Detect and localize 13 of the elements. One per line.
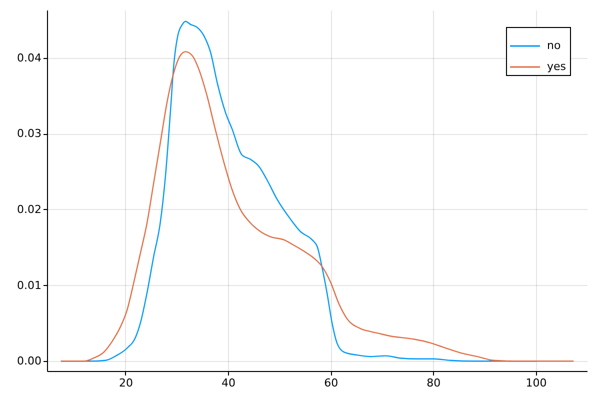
x-tick-label: 100	[526, 376, 547, 390]
line-series	[60, 51, 574, 362]
legend-label: no	[547, 39, 561, 52]
y-tick-label: 0.02	[17, 202, 42, 216]
y-tick-label: 0.00	[17, 354, 42, 368]
x-tick-label: 40	[222, 376, 236, 390]
x-tick-label: 80	[426, 376, 441, 390]
x-tick-label: 60	[324, 376, 338, 390]
legend-label: yes	[547, 60, 566, 73]
y-tick-label: 0.04	[17, 51, 42, 64]
y-tick-label: 0.01	[17, 278, 42, 292]
x-tick-label: 20	[118, 376, 133, 390]
y-tick-label: 0.03	[17, 127, 42, 140]
